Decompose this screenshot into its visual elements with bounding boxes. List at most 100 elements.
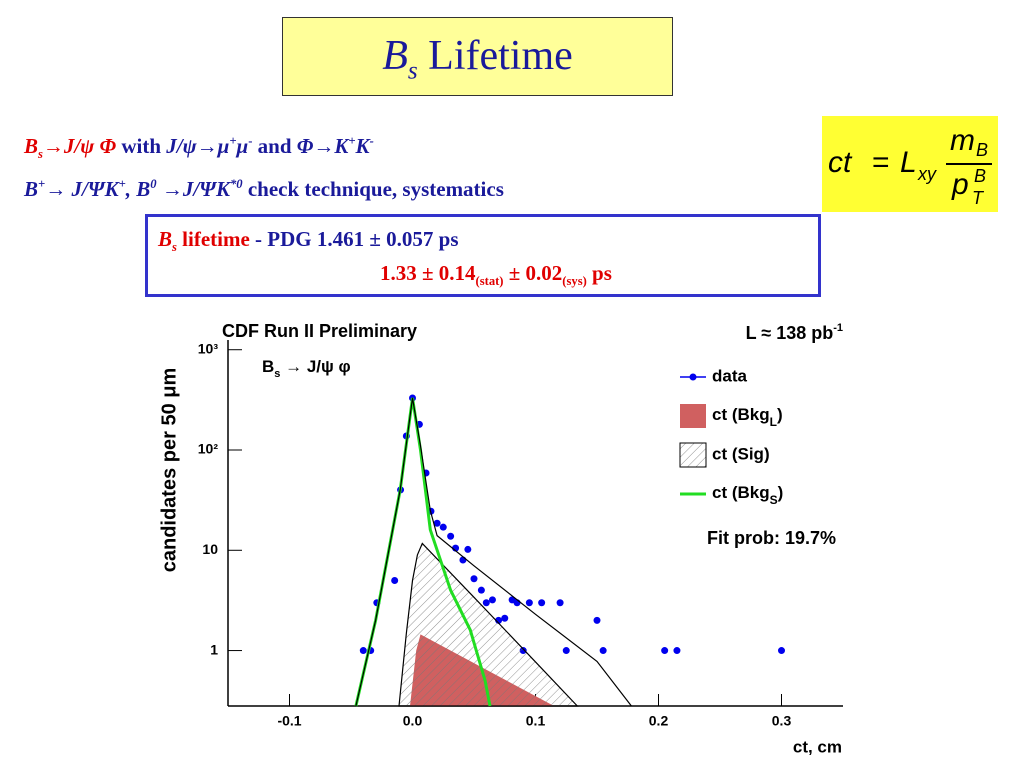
hatched-area [398,542,579,707]
legend-label: data [712,366,748,385]
curve [355,397,632,707]
legend-symbol [679,442,707,468]
text: + [118,177,126,192]
text: 1.33 ± 0.14 [380,261,476,285]
text: →J/ψ Φ [42,134,117,158]
title-part: s [407,57,418,85]
data-point [673,647,681,655]
text: check technique, systematics [242,177,504,202]
y-tick-label: 10³ [198,340,219,356]
text: p [952,168,969,201]
legend-label: ct (Sig) [712,444,770,463]
y-tick-label: 1 [210,641,218,657]
x-tick-label: -0.1 [277,713,301,729]
text: + [38,177,46,192]
data-point [778,647,785,655]
data-point [459,556,467,564]
data-point [562,647,570,655]
title-part: B [382,33,408,79]
data-point [447,532,455,540]
formula: ct = L xy m B p T B [822,116,998,212]
text: K [355,134,370,158]
text: B [24,177,39,202]
data-point [501,614,509,622]
data-point [470,575,478,583]
line: Bs→J/ψ Φ with J/ψ→μ+μ- and Φ→K+K- [24,126,504,169]
text: ct (Bkg [712,483,770,502]
data-point [359,647,367,655]
text: (stat) [475,274,504,289]
text: ct (Bkg [712,405,770,424]
text: L ≈ 138 pb [746,323,834,343]
line: B+→ J/ΨK+, B0 →J/ΨK*0 check technique, s… [24,169,504,204]
text: - [248,134,253,148]
text: ) [777,405,783,424]
annotation: Fit prob: 19.7% [707,528,836,548]
text: (sys) [562,274,587,289]
text: s [274,368,280,380]
text: + [229,134,237,148]
data-point [488,596,496,604]
x-tick-label: 0.2 [649,713,669,729]
line: Bs lifetime - PDG 1.461 ± 0.057 ps [158,227,459,255]
text: B [24,134,39,158]
data-point [464,545,472,553]
text: ± 0.02 [503,261,563,285]
annotation: L ≈ 138 pb-1 [746,322,843,343]
text: - PDG 1.461 ± 0.057 ps [249,227,459,251]
text: s [172,240,177,255]
text: S [770,493,778,507]
result-box: Bs lifetime - PDG 1.461 ± 0.057 ps 1.33 … [145,214,821,297]
slide-title: Bs Lifetime [282,17,673,96]
text: ps [586,261,612,285]
x-tick-label: 0.1 [526,713,546,729]
text: ct [828,146,852,179]
title-part: Lifetime [417,33,573,79]
y-tick-label: 10² [198,441,219,457]
y-axis-label: candidates per 50 μm [158,368,180,573]
annotation: CDF Run II Preliminary [222,321,417,341]
fraction-bar [946,163,992,165]
text: and [252,134,297,158]
legend-label: ct (BkgL) [712,405,783,429]
text: xy [918,164,936,184]
text: + [348,134,356,148]
data-point [477,586,485,594]
text: →J/ΨK [156,177,230,202]
data-point [525,599,533,607]
legend-symbol [689,373,697,381]
text: B [158,227,173,251]
text: with [116,134,167,158]
text: *0 [229,177,243,192]
text: , B [125,177,151,202]
text: ) [778,483,784,502]
text: T [972,188,983,208]
x-tick-label: 0.3 [772,713,792,729]
data-point [538,599,546,607]
data-point [439,523,447,531]
text: = [872,146,890,179]
data-point [593,616,601,624]
annotation: Bs → J/ψ φ [262,357,351,379]
text: → J/ψ φ [280,357,350,376]
data-point [599,647,607,655]
line: 1.33 ± 0.14(stat) ± 0.02(sys) ps [380,261,612,289]
text: -1 [833,322,843,334]
y-tick-label: 10 [202,541,218,557]
data-point [433,519,441,527]
text: B [974,166,987,186]
text: L [900,146,917,179]
text: lifetime [176,227,250,251]
data-point [391,576,399,584]
text: μ [236,134,249,158]
data-point [482,599,490,607]
text: - [369,134,374,148]
bullet-lines: Bs→J/ψ Φ with J/ψ→μ+μ- and Φ→K+K- B+→ J/… [24,126,504,204]
text: m [950,124,975,157]
legend-label: ct (BkgS) [712,483,783,507]
text: Φ→K [296,134,349,158]
text: J/ψ→μ [166,134,230,158]
x-axis-label: ct, cm [793,737,842,756]
